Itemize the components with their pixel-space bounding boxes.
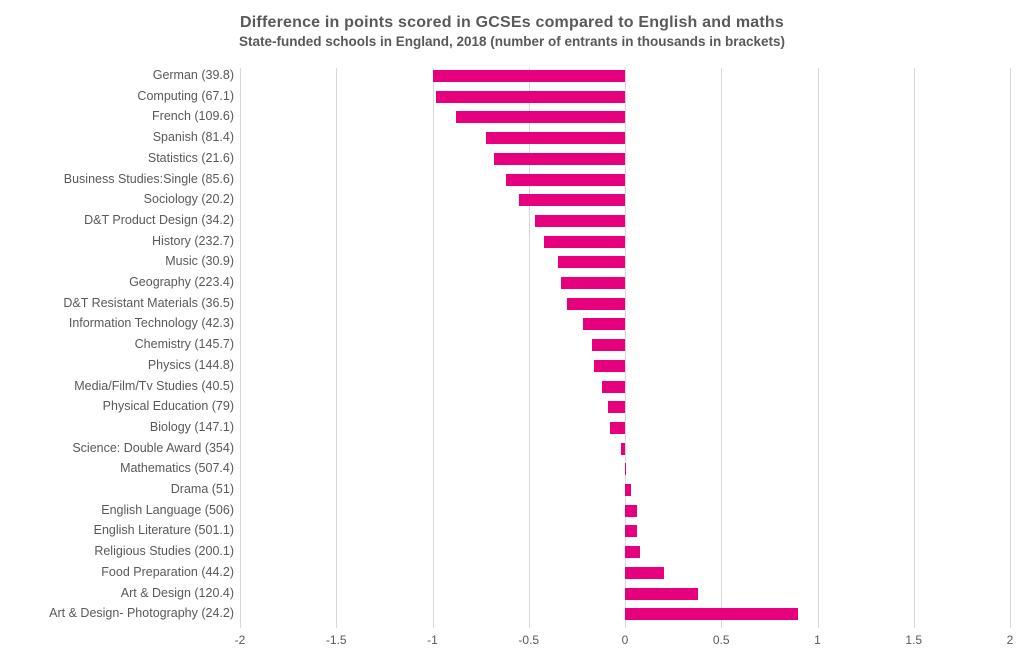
y-axis-label: English Language (506) xyxy=(101,504,234,517)
y-axis-label: Religious Studies (200.1) xyxy=(94,545,234,558)
x-tick-label: 0 xyxy=(622,633,629,647)
bar xyxy=(506,174,625,186)
bar xyxy=(625,567,664,579)
x-tick-label: -0.5 xyxy=(518,633,539,647)
y-axis-label: French (109.6) xyxy=(152,110,234,123)
bar xyxy=(592,339,625,351)
y-axis-label: Media/Film/Tv Studies (40.5) xyxy=(74,380,234,393)
chart-title-block: Difference in points scored in GCSEs com… xyxy=(0,14,1024,49)
bar xyxy=(558,256,625,268)
bar xyxy=(535,215,625,227)
y-axis-label: Geography (223.4) xyxy=(129,276,234,289)
chart-subtitle: State-funded schools in England, 2018 (n… xyxy=(0,34,1024,49)
y-axis-label: Food Preparation (44.2) xyxy=(101,566,234,579)
y-axis-label: D&T Resistant Materials (36.5) xyxy=(63,297,234,310)
y-axis-label: Science: Double Award (354) xyxy=(72,442,234,455)
y-axis-label: Chemistry (145.7) xyxy=(135,338,234,351)
bar xyxy=(519,194,625,206)
y-axis-label: Spanish (81.4) xyxy=(153,131,234,144)
bar xyxy=(436,91,625,103)
bar xyxy=(567,298,625,310)
x-tick-label: 0.5 xyxy=(713,633,730,647)
bar xyxy=(625,525,637,537)
plot-area: -2-1.5-1-0.500.511.52 xyxy=(240,68,1010,628)
y-axis-label: Art & Design- Photography (24.2) xyxy=(49,607,234,620)
y-axis-label: Sociology (20.2) xyxy=(144,193,234,206)
bars-layer xyxy=(240,68,1010,628)
bar xyxy=(625,463,626,475)
x-tick-label: 1 xyxy=(814,633,821,647)
bar xyxy=(594,360,625,372)
y-axis-label: Mathematics (507.4) xyxy=(120,462,234,475)
bar xyxy=(544,236,625,248)
bar xyxy=(602,381,625,393)
y-axis-label: Drama (51) xyxy=(171,483,234,496)
bar xyxy=(433,70,626,82)
x-tick-label: -1.5 xyxy=(326,633,347,647)
y-axis-label: Biology (147.1) xyxy=(150,421,234,434)
y-axis-label: D&T Product Design (34.2) xyxy=(84,214,234,227)
bar xyxy=(608,401,625,413)
bar xyxy=(625,608,798,620)
bar xyxy=(621,443,625,455)
y-axis-label: Music (30.9) xyxy=(165,255,234,268)
bar xyxy=(486,132,625,144)
bar xyxy=(625,588,698,600)
x-tick-label: -2 xyxy=(235,633,246,647)
y-axis-label: Information Technology (42.3) xyxy=(69,317,234,330)
y-axis-label: German (39.8) xyxy=(153,69,234,82)
y-axis-labels: German (39.8) Computing (67.1) French (109… xyxy=(0,68,234,628)
bar xyxy=(456,111,625,123)
x-tick-label: -1 xyxy=(427,633,438,647)
y-axis-label: Business Studies:Single (85.6) xyxy=(64,173,234,186)
bar xyxy=(625,484,631,496)
bar xyxy=(494,153,625,165)
y-axis-label: Art & Design (120.4) xyxy=(121,587,234,600)
chart-container: Difference in points scored in GCSEs com… xyxy=(0,0,1024,669)
bar xyxy=(625,546,640,558)
chart-title: Difference in points scored in GCSEs com… xyxy=(0,14,1024,32)
bar xyxy=(583,318,625,330)
y-axis-label: Computing (67.1) xyxy=(137,90,234,103)
bar xyxy=(561,277,625,289)
x-tick-label: 1.5 xyxy=(905,633,922,647)
bar xyxy=(610,422,625,434)
y-axis-label: Statistics (21.6) xyxy=(148,152,234,165)
y-axis-label: Physical Education (79) xyxy=(103,400,234,413)
y-axis-label: English Literature (501.1) xyxy=(94,524,234,537)
y-axis-label: Physics (144.8) xyxy=(148,359,234,372)
y-axis-label: History (232.7) xyxy=(152,235,234,248)
gridline xyxy=(1010,68,1011,628)
x-tick-label: 2 xyxy=(1007,633,1014,647)
bar xyxy=(625,505,637,517)
